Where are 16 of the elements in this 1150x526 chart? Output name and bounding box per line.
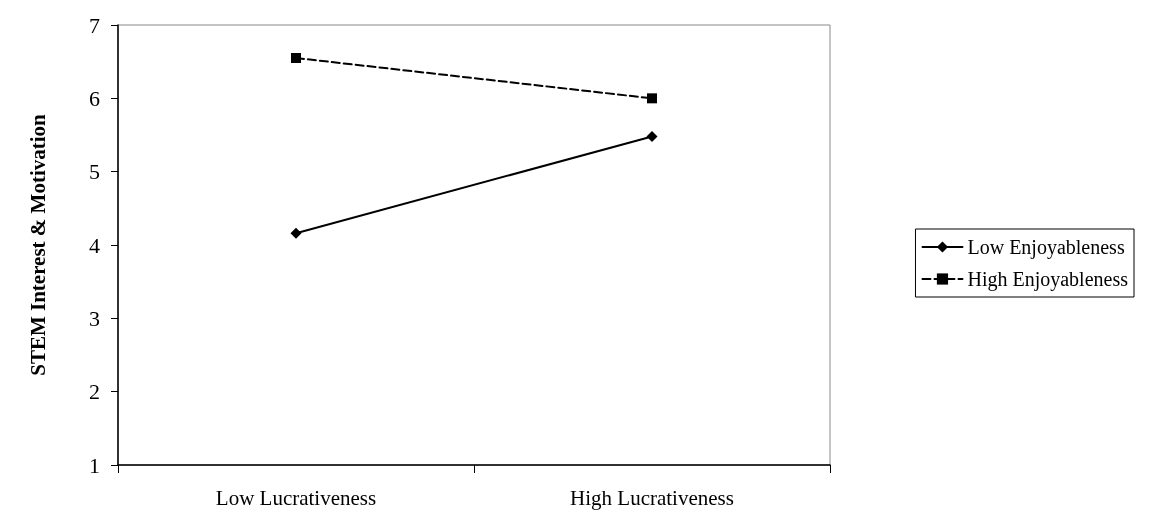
y-tick-label: 4 bbox=[89, 232, 100, 258]
x-tick-label: Low Lucrativeness bbox=[215, 485, 377, 510]
legend-label: Low Enjoyableness bbox=[967, 236, 1125, 259]
point bbox=[290, 227, 302, 239]
point bbox=[647, 93, 657, 104]
point bbox=[291, 53, 301, 63]
y-tick-label: 5 bbox=[89, 159, 100, 185]
y-tick-label: 1 bbox=[89, 452, 100, 478]
y-tick-label: 7 bbox=[89, 12, 100, 38]
legend-label: High Enjoyableness bbox=[967, 268, 1129, 291]
y-axis-title: STEM Interest & Motivation bbox=[25, 113, 50, 376]
point bbox=[646, 130, 658, 142]
x-tick-label: High Lucrativeness bbox=[570, 485, 734, 510]
y-tick-label: 3 bbox=[89, 305, 100, 331]
y-tick-label: 6 bbox=[89, 85, 100, 111]
y-tick-label: 2 bbox=[89, 379, 100, 405]
